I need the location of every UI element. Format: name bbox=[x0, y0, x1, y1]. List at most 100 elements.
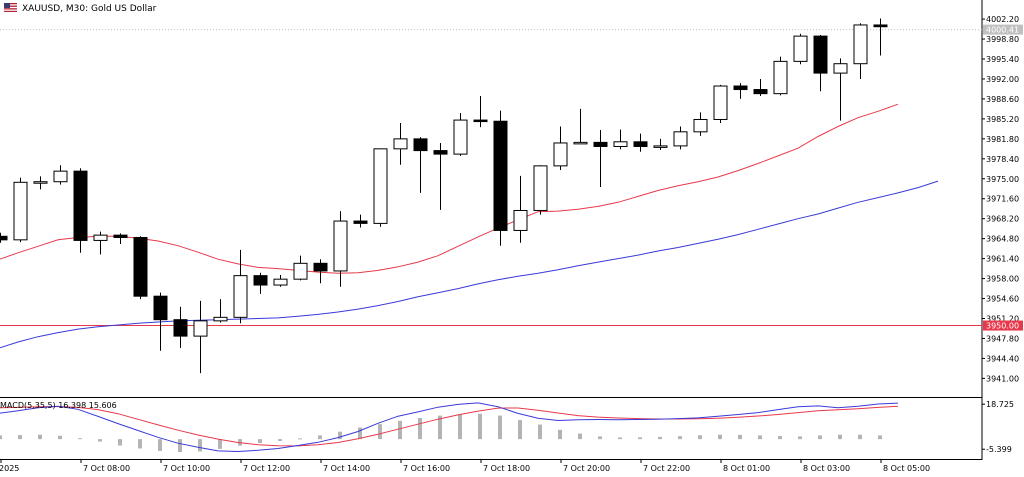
price-tick-label: 3941.00 bbox=[986, 374, 1019, 383]
price-tick-label: 3951.20 bbox=[986, 315, 1019, 324]
macd-histogram-bar bbox=[258, 439, 262, 444]
time-tick-label: 7 Oct 2025 bbox=[0, 464, 19, 473]
candle-body-bullish bbox=[13, 181, 28, 241]
candle bbox=[573, 108, 588, 145]
candle-body-bullish bbox=[573, 141, 588, 145]
candle-body-bullish bbox=[853, 24, 868, 65]
candle bbox=[313, 259, 328, 284]
macd-pane: MACD(5,35,5) 16.398 15.606 bbox=[0, 401, 899, 453]
candle-body-bearish bbox=[493, 120, 508, 231]
time-tick-label: 8 Oct 05:00 bbox=[883, 464, 930, 473]
candle bbox=[713, 84, 728, 124]
macd-histogram-bar bbox=[718, 434, 722, 440]
candle-body-bearish bbox=[253, 275, 268, 286]
macd-tick-label: 18.725 bbox=[986, 400, 1014, 409]
candle-body-bearish bbox=[353, 220, 368, 224]
price-tick-label: 3995.40 bbox=[986, 55, 1019, 64]
candle-body-bullish bbox=[513, 209, 528, 231]
candle bbox=[873, 18, 888, 56]
candle bbox=[553, 126, 568, 170]
price-tick-label: 3978.40 bbox=[986, 155, 1019, 164]
macd-tick-label: -5.399 bbox=[986, 445, 1012, 454]
macd-histogram-bar bbox=[78, 438, 82, 440]
macd-histogram-bar bbox=[818, 435, 822, 440]
price-tick-label: 3947.80 bbox=[986, 334, 1019, 343]
candle-body-bearish bbox=[113, 234, 128, 238]
candle bbox=[853, 23, 868, 79]
candle bbox=[693, 112, 708, 136]
horizontal-line-price-badge bbox=[983, 320, 1023, 331]
candle-body-bearish bbox=[133, 236, 148, 297]
candle bbox=[173, 306, 188, 348]
macd-histogram-bar bbox=[778, 435, 782, 440]
macd-histogram-bar bbox=[458, 414, 462, 440]
current-price-label: 4000.41 bbox=[986, 26, 1019, 35]
macd-histogram-bar bbox=[838, 434, 842, 440]
candle bbox=[773, 56, 788, 96]
candle-body-bullish bbox=[673, 131, 688, 147]
price-tick-label: 3961.40 bbox=[986, 255, 1019, 264]
candle-body-bullish bbox=[93, 234, 108, 241]
candle bbox=[353, 214, 368, 228]
macd-signal-line bbox=[0, 405, 899, 447]
macd-histogram-bar bbox=[478, 413, 482, 440]
price-tick-label: 3985.20 bbox=[986, 115, 1019, 124]
macd-histogram-bar bbox=[738, 434, 742, 440]
candle bbox=[673, 126, 688, 150]
candle bbox=[373, 148, 388, 227]
macd-histogram-bar bbox=[498, 415, 502, 440]
candle-body-bullish bbox=[393, 138, 408, 150]
macd-main-line bbox=[0, 402, 899, 453]
macd-histogram-bar bbox=[158, 439, 162, 451]
macd-histogram-bar bbox=[98, 439, 102, 442]
moving-average-blue bbox=[0, 180, 939, 349]
price-tick-label: 3988.60 bbox=[986, 95, 1019, 104]
candle bbox=[413, 137, 428, 193]
candle bbox=[33, 176, 48, 190]
candle bbox=[533, 165, 548, 215]
macd-histogram-bar bbox=[438, 415, 442, 440]
macd-histogram-bar bbox=[118, 439, 122, 446]
candle-body-bullish bbox=[193, 320, 208, 337]
chart-header: XAUUSD, M30: Gold US Dollar bbox=[4, 3, 157, 14]
macd-histogram-bar bbox=[378, 424, 382, 440]
macd-histogram-bar bbox=[878, 435, 882, 440]
candle-body-bearish bbox=[633, 141, 648, 147]
candle bbox=[513, 175, 528, 243]
candle bbox=[653, 138, 668, 151]
macd-histogram-bar bbox=[198, 439, 202, 452]
time-tick-label: 7 Oct 12:00 bbox=[243, 464, 290, 473]
macd-histogram-bar bbox=[398, 420, 402, 440]
price-tick-label: 3975.00 bbox=[986, 175, 1019, 184]
candle bbox=[393, 123, 408, 165]
candle-body-bullish bbox=[213, 316, 228, 322]
price-tick-label: 3944.40 bbox=[986, 354, 1019, 363]
candle bbox=[333, 211, 348, 287]
macd-histogram-bar bbox=[518, 420, 522, 440]
time-tick-label: 8 Oct 01:00 bbox=[723, 464, 770, 473]
macd-histogram-bar bbox=[358, 427, 362, 440]
candle bbox=[793, 33, 808, 65]
macd-histogram-bar bbox=[618, 437, 622, 440]
candle bbox=[93, 231, 108, 255]
candle bbox=[493, 110, 508, 246]
candle bbox=[13, 177, 28, 243]
candle bbox=[453, 113, 468, 156]
macd-histogram-bar bbox=[298, 438, 302, 440]
macd-histogram-bar bbox=[218, 439, 222, 449]
candle bbox=[133, 236, 148, 300]
candle bbox=[53, 165, 68, 185]
candle-body-bullish bbox=[293, 262, 308, 280]
candle-body-bullish bbox=[333, 220, 348, 272]
price-axis: 18.725 -5.399 4002.20 3998.80 3995.40 3992.00… bbox=[982, 15, 1023, 454]
candle bbox=[73, 168, 88, 253]
candle bbox=[293, 255, 308, 281]
candle-body-bearish bbox=[753, 89, 768, 95]
candle-body-bullish bbox=[33, 181, 48, 184]
candle bbox=[753, 78, 768, 96]
candle-body-bullish bbox=[453, 119, 468, 155]
time-tick-label: 7 Oct 22:00 bbox=[643, 464, 690, 473]
candle-body-bearish bbox=[413, 138, 428, 152]
